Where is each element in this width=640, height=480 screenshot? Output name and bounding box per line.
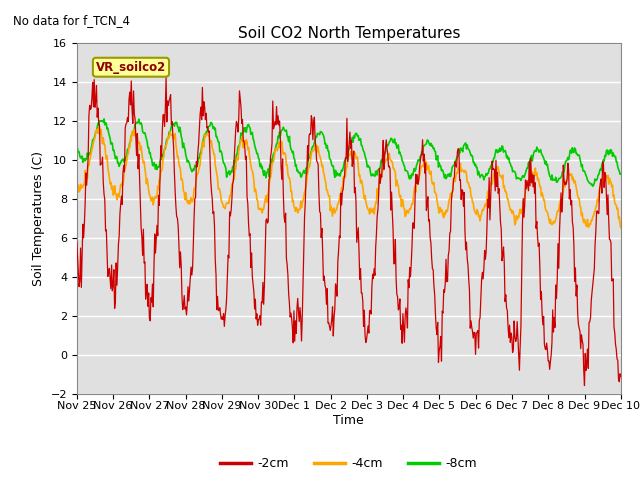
-4cm xyxy=(95,125,102,131)
-8cm xyxy=(83,156,90,162)
-4cm xyxy=(140,160,147,166)
-8cm xyxy=(140,130,147,136)
-8cm xyxy=(617,171,625,177)
-2cm xyxy=(195,141,202,146)
-4cm xyxy=(223,200,231,205)
Line: -2cm: -2cm xyxy=(77,78,621,385)
-8cm xyxy=(73,147,81,153)
Y-axis label: Soil Temperatures (C): Soil Temperatures (C) xyxy=(32,151,45,286)
Line: -4cm: -4cm xyxy=(77,128,621,228)
-2cm xyxy=(431,311,439,317)
-8cm xyxy=(416,157,424,163)
-2cm xyxy=(162,75,170,81)
-4cm xyxy=(431,190,439,195)
-4cm xyxy=(83,172,90,178)
X-axis label: Time: Time xyxy=(333,414,364,427)
-2cm xyxy=(416,165,424,170)
Title: Soil CO2 North Temperatures: Soil CO2 North Temperatures xyxy=(237,25,460,41)
Text: No data for f_TCN_4: No data for f_TCN_4 xyxy=(13,14,130,27)
-4cm xyxy=(195,168,202,174)
-4cm xyxy=(416,173,424,179)
Text: VR_soilco2: VR_soilco2 xyxy=(96,61,166,74)
Legend: -2cm, -4cm, -8cm: -2cm, -4cm, -8cm xyxy=(215,453,483,475)
-8cm xyxy=(431,149,439,155)
-2cm xyxy=(139,252,147,258)
-8cm xyxy=(195,155,202,160)
-4cm xyxy=(617,225,625,230)
-2cm xyxy=(580,383,588,388)
-2cm xyxy=(83,182,90,188)
-8cm xyxy=(589,183,596,189)
-2cm xyxy=(223,275,231,281)
-4cm xyxy=(73,178,81,184)
-2cm xyxy=(617,373,625,379)
-8cm xyxy=(100,116,108,122)
Line: -8cm: -8cm xyxy=(77,119,621,186)
-2cm xyxy=(73,239,81,245)
-8cm xyxy=(223,170,231,176)
